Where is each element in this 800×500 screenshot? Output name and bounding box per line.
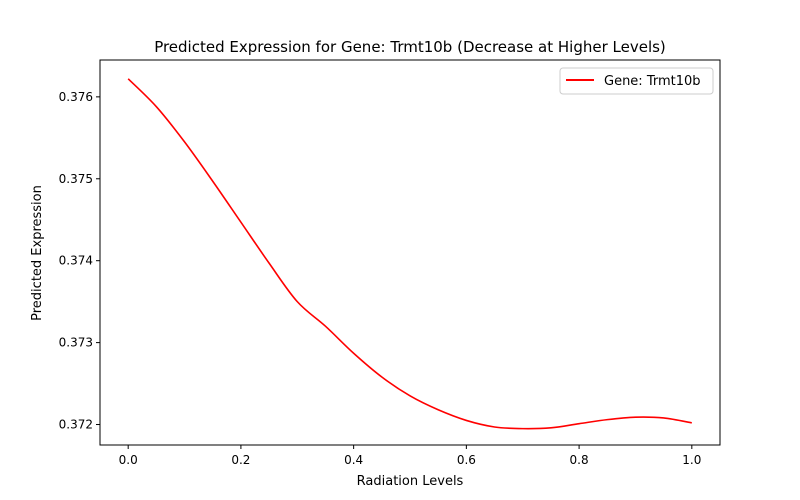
x-axis-label: Radiation Levels — [357, 474, 464, 489]
legend: Gene: Trmt10b — [559, 67, 714, 95]
x-axis: 0.0 0.2 0.4 0.6 0.8 1.0 — [119, 445, 701, 467]
y-tick-label: 0.374 — [59, 254, 93, 268]
y-axis-label: Predicted Expression — [30, 185, 45, 321]
x-tick-label: 0.2 — [231, 453, 250, 467]
x-tick-label: 1.0 — [682, 453, 701, 467]
x-tick-label: 0.4 — [344, 453, 363, 467]
series-layer — [127, 78, 692, 430]
legend-label: Gene: Trmt10b — [604, 74, 701, 89]
y-tick-label: 0.372 — [59, 418, 93, 432]
x-tick-label: 0.0 — [119, 453, 138, 467]
series-line-0 — [127, 78, 692, 430]
x-tick-label: 0.6 — [457, 453, 476, 467]
legend-box — [559, 67, 714, 95]
x-tick-label: 0.8 — [570, 453, 589, 467]
y-tick-label: 0.373 — [59, 336, 93, 350]
chart-title: Predicted Expression for Gene: Trmt10b (… — [154, 38, 666, 56]
y-axis: 0.372 0.373 0.374 0.375 0.376 — [59, 90, 100, 432]
y-tick-label: 0.375 — [59, 172, 93, 186]
y-tick-label: 0.376 — [59, 90, 93, 104]
plot-frame — [99, 59, 721, 446]
plot-area — [99, 59, 721, 446]
